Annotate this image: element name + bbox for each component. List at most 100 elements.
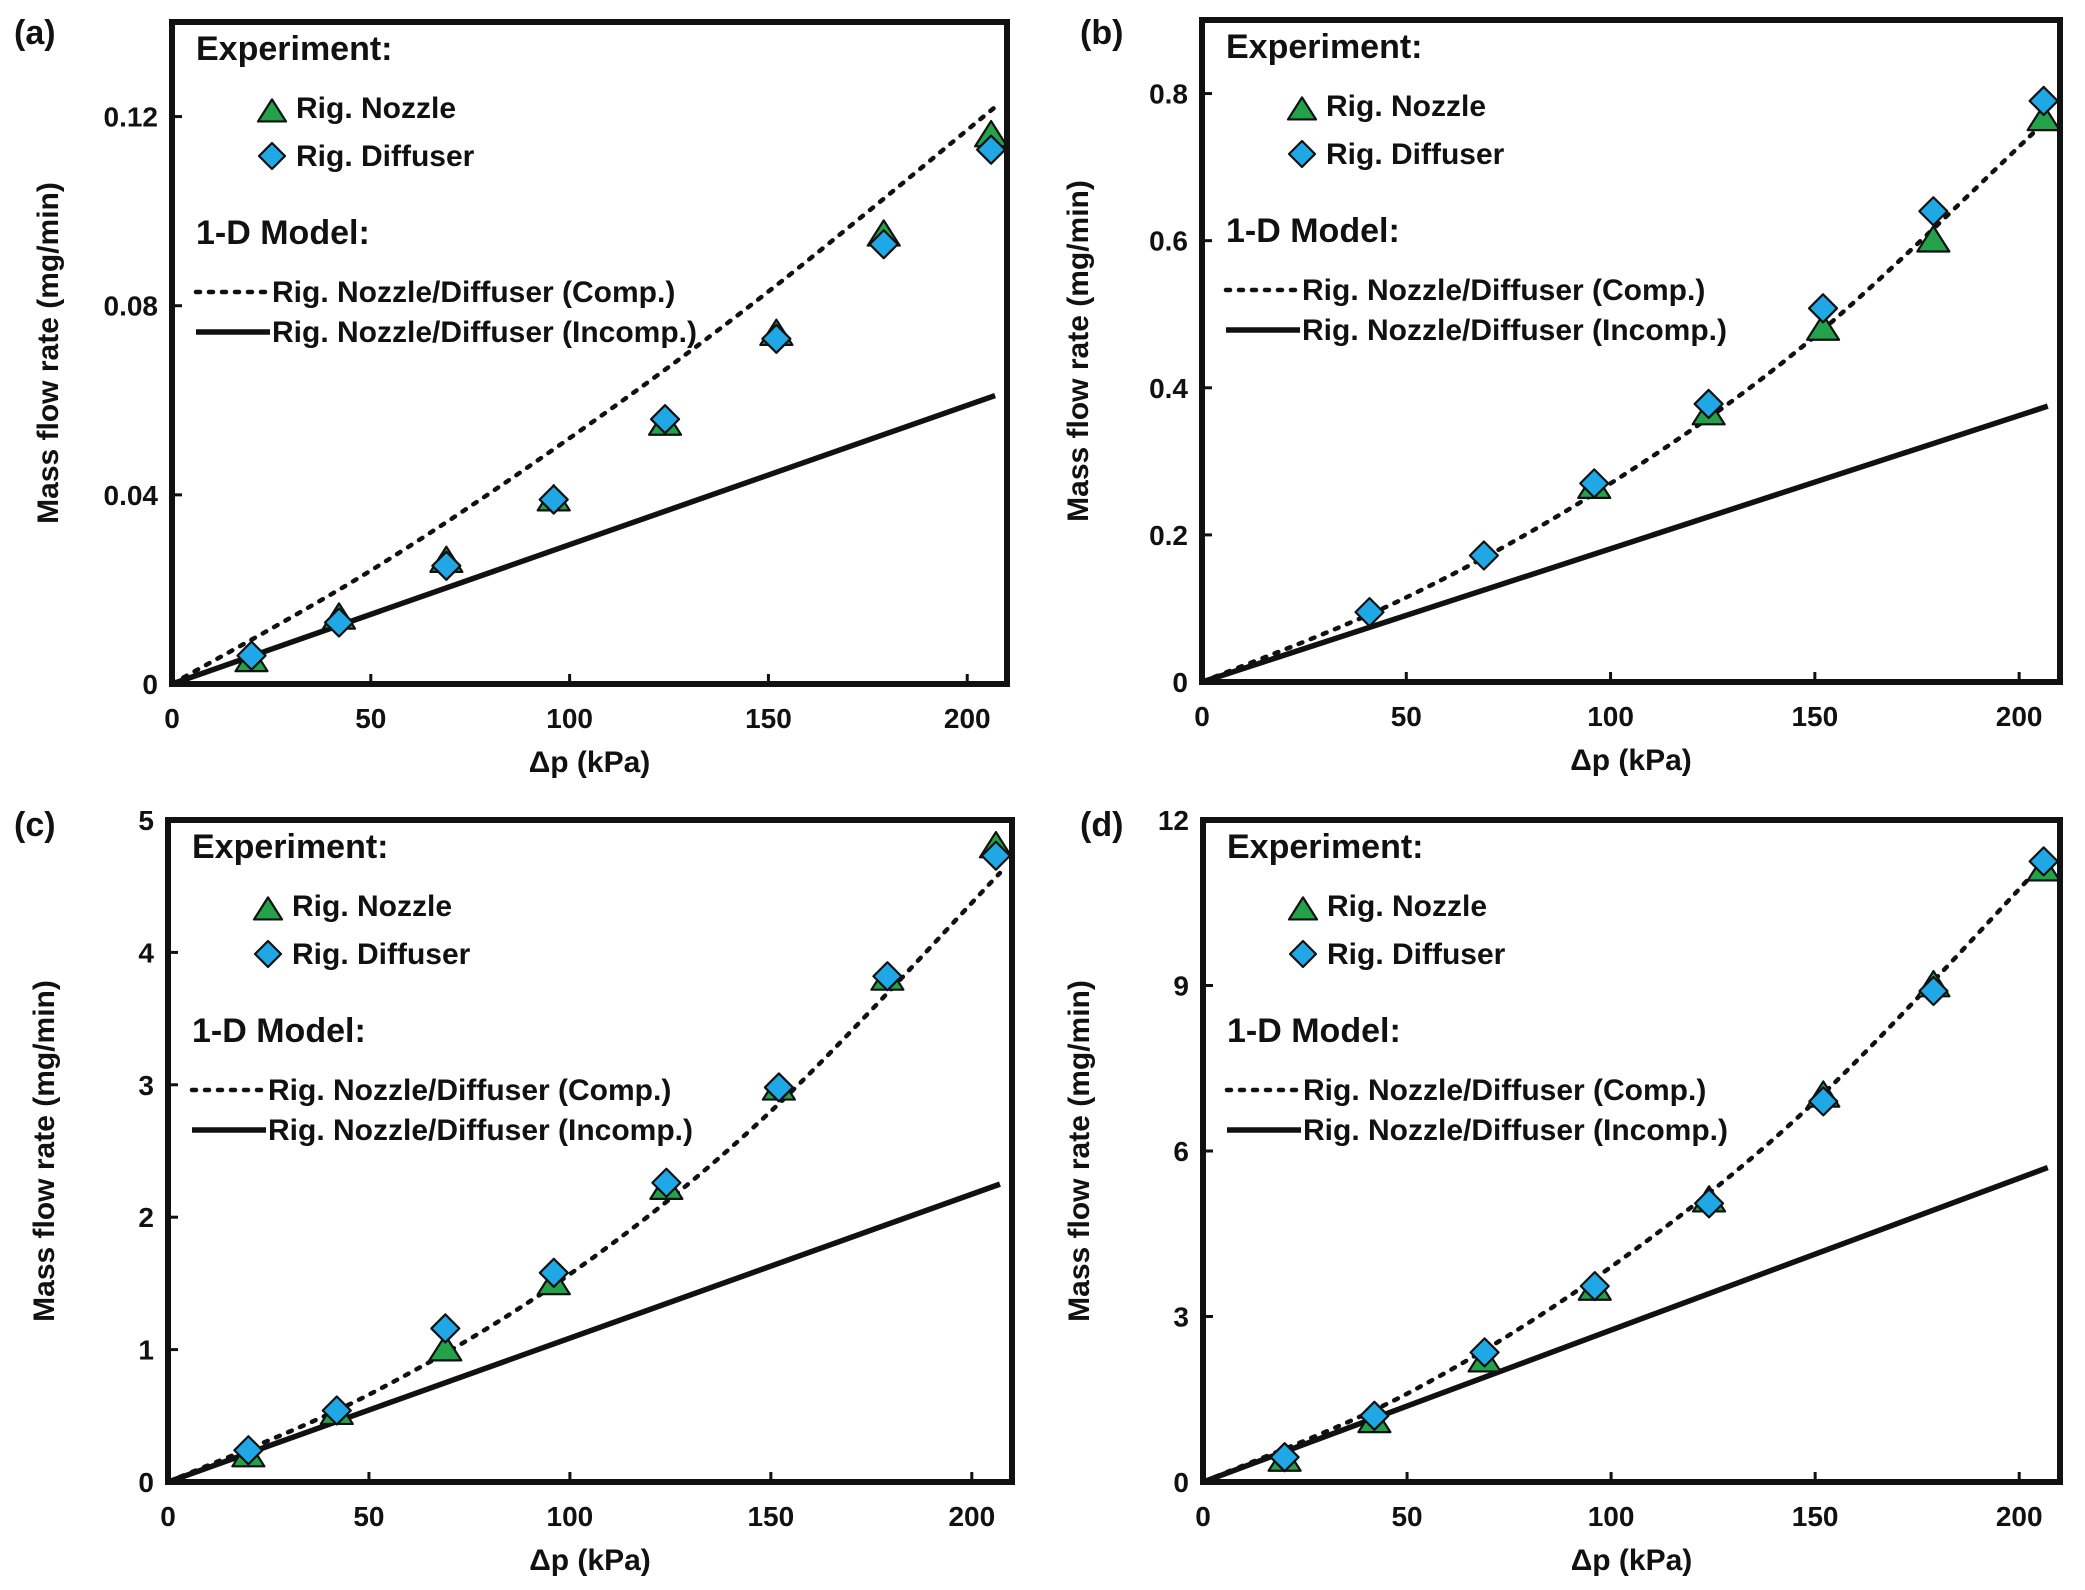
legend-diffuser-marker	[257, 141, 287, 171]
diffuser-data-point	[1468, 540, 1500, 571]
diffuser-data-point	[1269, 1442, 1300, 1473]
x-tick-label: 150	[1791, 701, 1838, 732]
panel-label: (c)	[14, 806, 56, 844]
x-tick-label: 100	[546, 703, 593, 734]
legend-experiment-title: Experiment:	[192, 828, 389, 866]
incomp-model-line	[168, 1181, 1001, 1482]
legend-nozzle-marker	[256, 98, 288, 123]
diffuser-data-point	[2028, 846, 2059, 877]
x-tick-label: 150	[745, 703, 792, 734]
diffuser-data-point	[538, 484, 569, 515]
x-axis-label: Δp (kPa)	[1571, 1544, 1693, 1577]
x-tick-label: 150	[747, 1501, 794, 1532]
x-tick-label: 0	[1195, 1501, 1211, 1532]
comp-model-line	[1202, 117, 2050, 682]
chart-panel-a: (a) 0 50 100 150 200 0 0.04 0.08 0.12 Δp (kPa) Mass…	[14, 14, 1010, 779]
legend-diffuser-marker	[253, 939, 283, 969]
diffuser-data-point	[872, 961, 903, 992]
y-tick-label: 0	[1172, 667, 1188, 698]
diffuser-data-point	[763, 1072, 794, 1103]
x-tick-label: 50	[1391, 701, 1422, 732]
y-tick-label: 12	[1158, 805, 1189, 836]
plot-area	[172, 104, 998, 684]
legend-nozzle-marker	[1287, 896, 1319, 921]
legend: Experiment: Rig. Nozzle Rig. Diffuser 1-D M…	[193, 30, 697, 349]
legend: Experiment: Rig. Nozzle Rig. Diffuser 1-D M…	[1223, 28, 1727, 347]
x-tick-label: 150	[1792, 1501, 1839, 1532]
legend-nozzle-marker	[252, 896, 284, 921]
comp-model-line	[1203, 856, 2051, 1482]
y-tick-label: 0.8	[1149, 79, 1188, 110]
legend: Experiment: Rig. Nozzle Rig. Diffuser 1-D M…	[1224, 828, 1728, 1147]
y-tick-label: 0.4	[1149, 373, 1188, 404]
x-tick-label: 100	[1587, 701, 1634, 732]
legend-diffuser-label: Rig. Diffuser	[1326, 138, 1505, 171]
legend-diffuser-marker	[1287, 139, 1317, 169]
panel-label: (a)	[14, 14, 56, 52]
y-tick-label: 5	[138, 805, 154, 836]
y-tick-label: 0.12	[104, 102, 159, 133]
legend-nozzle-label: Rig. Nozzle	[1326, 90, 1486, 123]
diffuser-data-point	[233, 1435, 264, 1466]
diffuser-data-point	[1693, 1188, 1725, 1219]
legend-diffuser-label: Rig. Diffuser	[1327, 938, 1506, 971]
x-axis-label: Δp (kPa)	[529, 1544, 651, 1577]
legend-nozzle-label: Rig. Nozzle	[292, 890, 452, 923]
y-axis-label: Mass flow rate (mg/min)	[28, 980, 61, 1322]
legend-diffuser-marker	[1288, 939, 1318, 969]
panel-label: (b)	[1080, 14, 1123, 52]
chart-panel-c: (c) 0 50 100 150 200 0 1 2 3 4 5 Δp (kPa) Mass flow r…	[14, 805, 1015, 1577]
y-tick-label: 0.2	[1149, 520, 1188, 551]
y-tick-label: 3	[1173, 1302, 1189, 1333]
legend-incomp-label: Rig. Nozzle/Diffuser (Incomp.)	[1302, 314, 1727, 347]
diffuser-data-point	[975, 134, 1007, 165]
nozzle-data-point	[1805, 313, 1841, 341]
diffuser-data-point	[1808, 1086, 1839, 1117]
y-tick-label: 0	[142, 669, 158, 700]
diffuser-data-point	[1918, 196, 1949, 227]
diffuser-data-point	[323, 607, 355, 638]
legend-comp-label: Rig. Nozzle/Diffuser (Comp.)	[1302, 274, 1705, 307]
plot-area	[1202, 117, 2050, 682]
legend-incomp-label: Rig. Nozzle/Diffuser (Incomp.)	[268, 1114, 693, 1147]
legend-incomp-label: Rig. Nozzle/Diffuser (Incomp.)	[272, 316, 697, 349]
y-tick-label: 2	[138, 1202, 154, 1233]
diffuser-data-point	[649, 404, 681, 435]
legend-model-title: 1-D Model:	[1227, 1012, 1401, 1050]
diffuser-data-point	[651, 1167, 682, 1198]
diffuser-data-point	[1918, 975, 1949, 1007]
nozzle-data-point	[428, 1334, 463, 1362]
legend-model-title: 1-D Model:	[192, 1012, 366, 1050]
plot-frame	[169, 19, 1010, 687]
legend-nozzle-marker	[1286, 96, 1318, 121]
diffuser-data-point	[980, 840, 1012, 871]
x-tick-label: 0	[164, 703, 180, 734]
nozzle-data-point	[1916, 225, 1951, 253]
y-axis-label: Mass flow rate (mg/min)	[1063, 980, 1096, 1322]
legend-comp-label: Rig. Nozzle/Diffuser (Comp.)	[268, 1074, 671, 1107]
y-tick-label: 1	[138, 1335, 154, 1366]
diffuser-data-point	[321, 1395, 352, 1426]
plot-frame	[1200, 817, 2063, 1485]
diffuser-data-point	[431, 550, 462, 581]
y-tick-label: 6	[1173, 1136, 1189, 1167]
plot-area	[168, 870, 1003, 1482]
legend-nozzle-label: Rig. Nozzle	[1327, 890, 1487, 923]
legend: Experiment: Rig. Nozzle Rig. Diffuser 1-D M…	[189, 828, 693, 1147]
y-tick-label: 3	[138, 1070, 154, 1101]
x-tick-label: 50	[353, 1501, 384, 1532]
x-tick-label: 50	[355, 703, 386, 734]
x-tick-label: 200	[1996, 1501, 2043, 1532]
x-tick-label: 200	[944, 703, 991, 734]
diffuser-data-point	[1693, 388, 1724, 420]
legend-experiment-title: Experiment:	[196, 30, 393, 68]
diffuser-data-point	[2028, 85, 2059, 117]
y-tick-label: 0	[1173, 1467, 1189, 1498]
legend-nozzle-label: Rig. Nozzle	[296, 92, 456, 125]
diffuser-data-point	[1359, 1400, 1390, 1431]
x-tick-label: 0	[160, 1501, 176, 1532]
diffuser-data-point	[761, 323, 792, 354]
x-tick-label: 50	[1391, 1501, 1422, 1532]
y-tick-label: 9	[1173, 971, 1189, 1002]
x-tick-label: 0	[1194, 701, 1210, 732]
